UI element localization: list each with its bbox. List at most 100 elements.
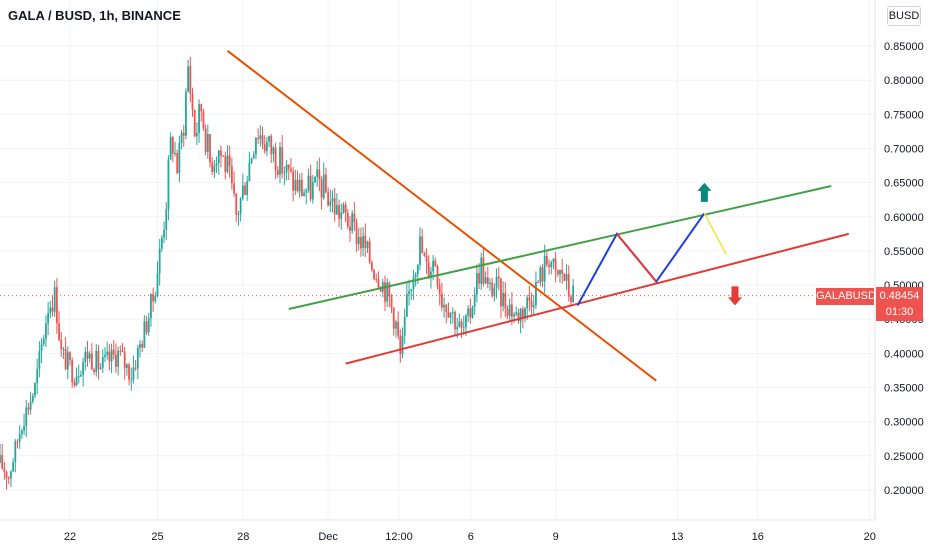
bar-countdown: 01:30 <box>885 306 914 318</box>
candle-body <box>462 327 465 329</box>
candle-body <box>250 158 253 163</box>
candle-body <box>401 335 404 355</box>
candle-body <box>215 163 218 166</box>
candle-body <box>82 361 85 375</box>
candle-body <box>66 352 69 370</box>
candle-body <box>115 354 117 367</box>
candle-body <box>5 472 8 479</box>
candle-body <box>230 166 233 184</box>
candle-body <box>325 174 327 193</box>
candle-body <box>25 407 28 427</box>
candle-body <box>123 352 126 368</box>
channel-bottom-line <box>345 232 849 365</box>
candle-body <box>204 128 207 152</box>
candle-body <box>500 278 502 307</box>
candle-body <box>237 213 240 215</box>
candle-body <box>42 338 45 345</box>
candle-body <box>285 164 288 173</box>
candle-body <box>134 367 137 369</box>
candle-body <box>182 132 185 136</box>
candle-body <box>355 222 358 245</box>
candle-body <box>419 236 421 265</box>
candle-body <box>548 264 550 268</box>
candle-body <box>521 308 524 318</box>
chart-grid <box>0 0 875 520</box>
candle-body <box>255 137 257 155</box>
candle-body <box>497 276 500 279</box>
candle-body <box>220 150 222 156</box>
current-price-value: 0.48454 <box>879 290 920 302</box>
candle-body <box>62 348 65 350</box>
candle-body <box>405 294 408 317</box>
candle-body <box>246 181 249 195</box>
candle-body <box>23 426 25 431</box>
candle-body <box>311 182 314 200</box>
candle-body <box>143 321 146 348</box>
candle-body <box>45 323 47 339</box>
candle-body <box>331 198 334 202</box>
candle-body <box>506 308 509 317</box>
candle-body <box>69 352 71 361</box>
candle-body <box>10 471 12 479</box>
candle-body <box>193 109 196 137</box>
time-axis: 22 25 28 Dec 12:00 6 9 13 16 20 <box>0 0 876 543</box>
candle-body <box>357 236 360 245</box>
candle-body <box>239 198 242 214</box>
candle-body <box>430 271 432 279</box>
candle-body <box>351 213 354 231</box>
candle-body <box>392 307 395 329</box>
candle-body <box>467 308 470 316</box>
candle-body <box>572 285 575 303</box>
candle-body <box>290 168 292 172</box>
candle-body <box>200 104 203 112</box>
candle-body <box>567 274 570 297</box>
candle-body <box>368 241 371 263</box>
symbol-label: GALABUSD <box>816 288 876 305</box>
candle-body <box>180 132 183 143</box>
candle-body <box>388 282 391 297</box>
candle-body <box>445 304 448 312</box>
y-tick-label: 0.75000 <box>884 109 924 121</box>
candle-body <box>206 134 209 152</box>
candle-body <box>64 348 67 370</box>
candle-body <box>14 441 17 463</box>
candle-body <box>141 344 144 348</box>
candle-body <box>202 111 205 129</box>
candle-body <box>244 185 246 195</box>
candle-body <box>150 293 152 319</box>
candle-body <box>29 401 32 410</box>
currency-button[interactable]: BUSD <box>887 6 921 26</box>
candle-body <box>95 350 98 372</box>
candle-body <box>386 282 389 302</box>
candle-body <box>537 282 540 284</box>
bearish-arrow-icon <box>728 286 742 306</box>
candle-body <box>316 169 319 177</box>
candle-body <box>508 304 511 317</box>
candle-body <box>515 312 518 315</box>
y-tick-label: 0.40000 <box>884 348 924 360</box>
candle-body <box>195 132 198 137</box>
y-tick-label: 0.85000 <box>884 41 924 53</box>
candle-body <box>322 174 325 198</box>
candle-body <box>329 201 332 206</box>
x-tick-label: 6 <box>468 531 474 543</box>
y-tick-label: 0.80000 <box>884 75 924 87</box>
candle-body <box>136 347 139 369</box>
candle-body <box>314 176 316 183</box>
x-tick-label: 22 <box>64 531 76 543</box>
candle-body <box>268 136 270 142</box>
candle-body <box>362 235 365 249</box>
candle-body <box>259 135 262 139</box>
candle-body <box>209 134 211 163</box>
drawing-annotations <box>226 49 849 382</box>
downtrend-line <box>226 49 657 382</box>
candle-body <box>519 308 522 322</box>
candle-body <box>38 351 41 369</box>
candle-body <box>108 351 111 362</box>
candle-body <box>517 312 520 322</box>
candle-body <box>233 183 235 194</box>
candle-body <box>77 376 80 378</box>
candle-body <box>296 179 299 192</box>
candle-body <box>423 253 426 256</box>
